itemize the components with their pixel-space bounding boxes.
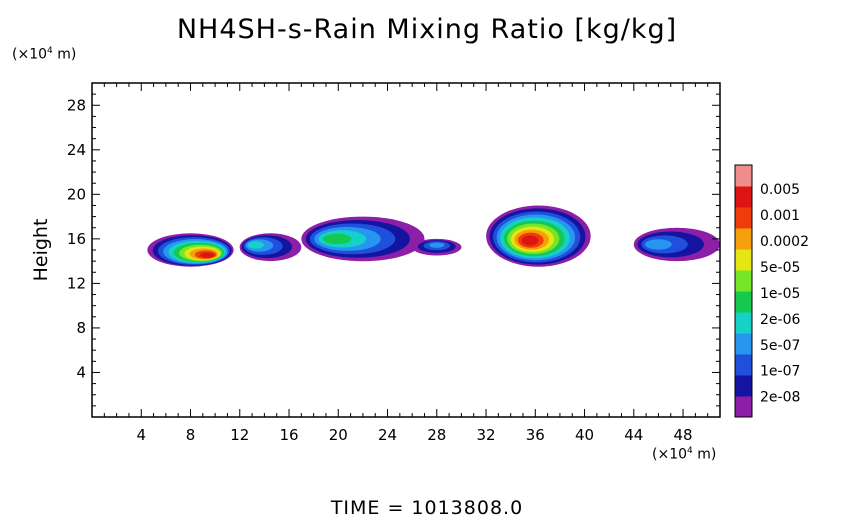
time-label: TIME = 1013808.0 [330, 497, 524, 519]
plot-area [147, 205, 721, 267]
colorbar-label: 1e-07 [760, 364, 800, 380]
field-feature [301, 216, 425, 262]
colorbar-swatch [735, 375, 752, 397]
y-tick-label: 24 [67, 141, 86, 159]
colorbar-swatch [735, 207, 752, 229]
y-tick-label: 12 [67, 274, 86, 292]
colorbar-label: 5e-07 [760, 338, 800, 354]
x-tick-label: 24 [378, 426, 397, 444]
x-tick-label: 20 [329, 426, 348, 444]
x-tick-label: 44 [624, 426, 643, 444]
colorbar-label: 0.001 [760, 208, 800, 224]
field-feature [412, 238, 462, 256]
x-tick-label: 36 [526, 426, 545, 444]
x-tick-label: 8 [186, 426, 196, 444]
colorbar-label: 2e-06 [760, 312, 800, 328]
contour-level [200, 252, 215, 258]
contour-level [247, 241, 264, 249]
contour-level [645, 239, 672, 250]
y-axis-label: Height [30, 219, 52, 282]
colorbar-swatch [735, 270, 752, 292]
x-tick-label: 28 [427, 426, 446, 444]
y-tick-label: 20 [67, 185, 86, 203]
field-feature [147, 233, 234, 267]
colorbar-label: 2e-08 [760, 390, 800, 406]
colorbar-swatch [735, 249, 752, 271]
contour-level [521, 235, 539, 246]
colorbar-swatch [735, 354, 752, 376]
colorbar-label: 5e-05 [760, 260, 800, 276]
colorbar-label: 0.005 [760, 182, 800, 198]
colorbar-swatch [735, 165, 752, 187]
x-tick-label: 32 [476, 426, 495, 444]
colorbar-swatch [735, 291, 752, 313]
contour-level [429, 242, 445, 248]
field-feature [633, 227, 721, 262]
y-axis-unit: (×104 m) [12, 46, 77, 63]
y-tick-label: 16 [67, 230, 86, 248]
colorbar: 2e-08 1e-07 5e-07 2e-06 1e-05 5e-05 0.0002 0.00… [734, 164, 809, 418]
x-tick-label: 16 [279, 426, 298, 444]
colorbar-swatch [735, 186, 752, 208]
x-axis-unit: (×104 m) [652, 446, 717, 463]
y-tick-label: 4 [76, 363, 86, 381]
field-feature [239, 233, 302, 262]
x-tick-label: 12 [230, 426, 249, 444]
colorbar-label: 1e-05 [760, 286, 800, 302]
colorbar-swatch [735, 312, 752, 334]
contour-level [322, 233, 352, 245]
field-feature [486, 205, 591, 267]
colorbar-swatch [735, 228, 752, 250]
x-tick-label: 4 [136, 426, 146, 444]
x-tick-label: 40 [575, 426, 594, 444]
y-tick-label: 28 [67, 96, 86, 114]
colorbar-swatch [735, 396, 752, 418]
y-tick-label: 8 [76, 319, 86, 337]
colorbar-label: 0.0002 [760, 234, 809, 250]
colorbar-swatch [735, 333, 752, 355]
chart-title: NH4SH-s-Rain Mixing Ratio [kg/kg] [176, 14, 678, 45]
x-tick-label: 48 [674, 426, 693, 444]
colorbar-border [734, 164, 753, 418]
